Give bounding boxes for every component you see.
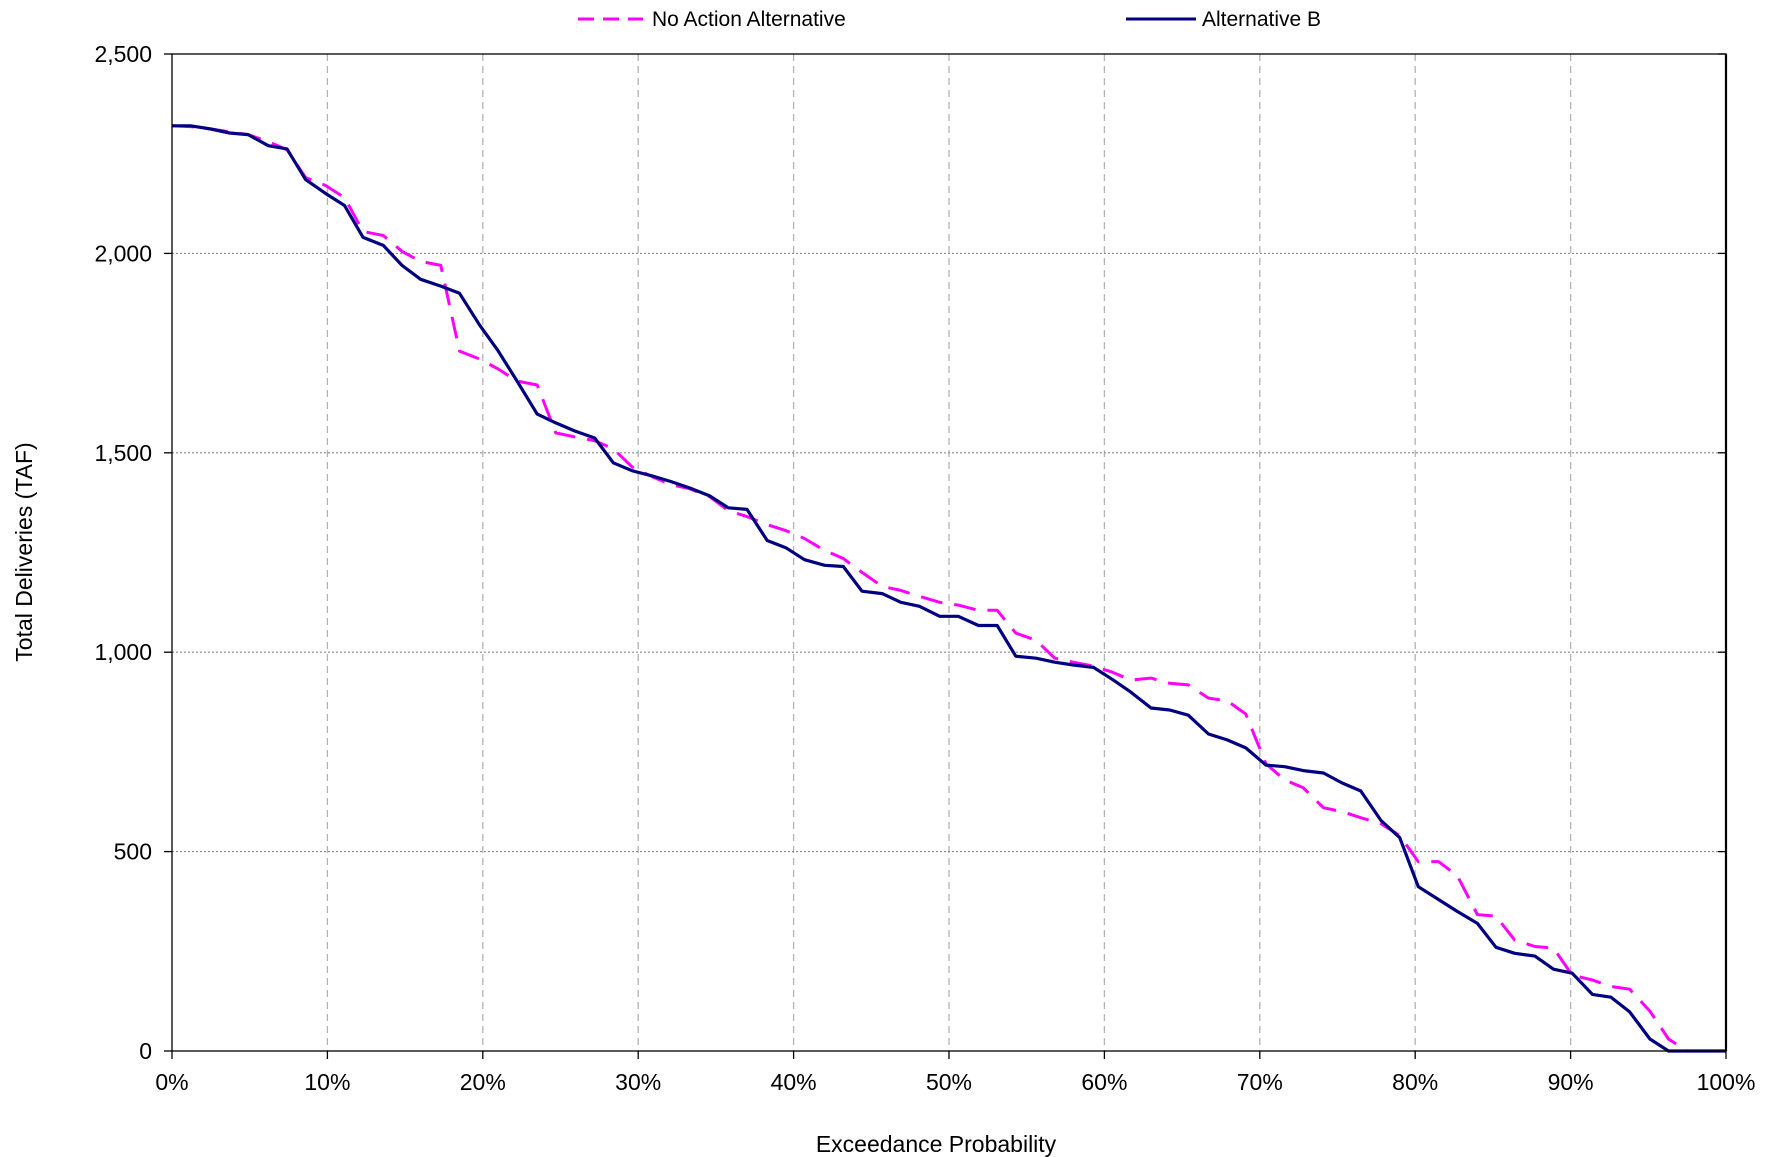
x-tick-label: 90% xyxy=(1548,1069,1594,1095)
x-tick-label: 0% xyxy=(155,1069,188,1095)
x-tick-label: 20% xyxy=(460,1069,506,1095)
legend-label-no-action: No Action Alternative xyxy=(652,8,846,31)
x-tick-label: 50% xyxy=(926,1069,972,1095)
plot-series xyxy=(171,124,1726,1053)
legend-label-alternative-b: Alternative B xyxy=(1202,8,1321,31)
x-tick-label: 40% xyxy=(771,1069,817,1095)
x-axis-title: Exceedance Probability xyxy=(816,1131,1057,1157)
x-tick-label: 60% xyxy=(1081,1069,1127,1095)
x-tick-label: 80% xyxy=(1392,1069,1438,1095)
y-tick-label: 1,000 xyxy=(94,639,152,665)
series-line-alternative-b xyxy=(172,124,1726,1053)
y-tick-label: 2,000 xyxy=(94,240,152,266)
x-tick-label: 100% xyxy=(1697,1069,1756,1095)
y-axis-ticks: 0 500 1,000 1,500 2,000 2,500 xyxy=(94,41,1726,1064)
y-tick-label: 500 xyxy=(114,839,152,865)
y-tick-label: 1,500 xyxy=(94,440,152,466)
y-tick-label: 0 xyxy=(139,1038,152,1064)
x-axis-ticks: 0% 10% 20% 30% 40% 50% 60% 70% 80% 90% 100% xyxy=(155,1051,1755,1095)
x-tick-label: 70% xyxy=(1237,1069,1283,1095)
y-axis-title: Total Deliveries (TAF) xyxy=(11,442,37,661)
x-tick-label: 30% xyxy=(615,1069,661,1095)
legend: No Action Alternative Alternative B xyxy=(578,8,1321,31)
y-tick-label: 2,500 xyxy=(94,41,152,67)
x-tick-label: 10% xyxy=(304,1069,350,1095)
series-line-no-action xyxy=(171,124,1726,1053)
